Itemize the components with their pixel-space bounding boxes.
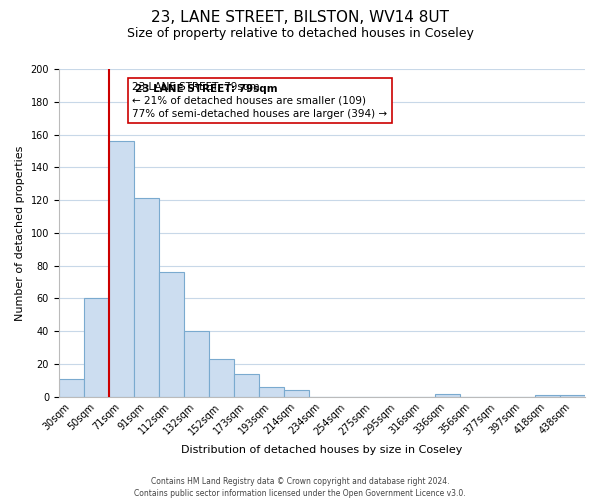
Y-axis label: Number of detached properties: Number of detached properties <box>15 145 25 320</box>
Text: 23, LANE STREET, BILSTON, WV14 8UT: 23, LANE STREET, BILSTON, WV14 8UT <box>151 10 449 25</box>
Bar <box>434 394 460 397</box>
Bar <box>284 390 310 397</box>
Bar <box>184 331 209 397</box>
Bar <box>234 374 259 397</box>
X-axis label: Distribution of detached houses by size in Coseley: Distribution of detached houses by size … <box>181 445 463 455</box>
Bar <box>259 387 284 397</box>
Bar <box>134 198 159 397</box>
Text: 23 LANE STREET: 79sqm
← 21% of detached houses are smaller (109)
77% of semi-det: 23 LANE STREET: 79sqm ← 21% of detached … <box>133 82 388 118</box>
Bar <box>560 395 585 397</box>
Text: 23 LANE STREET: 79sqm: 23 LANE STREET: 79sqm <box>135 84 278 94</box>
Bar <box>535 395 560 397</box>
Bar <box>84 298 109 397</box>
Text: Contains HM Land Registry data © Crown copyright and database right 2024.
Contai: Contains HM Land Registry data © Crown c… <box>134 476 466 498</box>
Bar <box>209 359 234 397</box>
Text: Size of property relative to detached houses in Coseley: Size of property relative to detached ho… <box>127 28 473 40</box>
Bar <box>59 379 84 397</box>
Bar <box>109 141 134 397</box>
Bar <box>159 272 184 397</box>
